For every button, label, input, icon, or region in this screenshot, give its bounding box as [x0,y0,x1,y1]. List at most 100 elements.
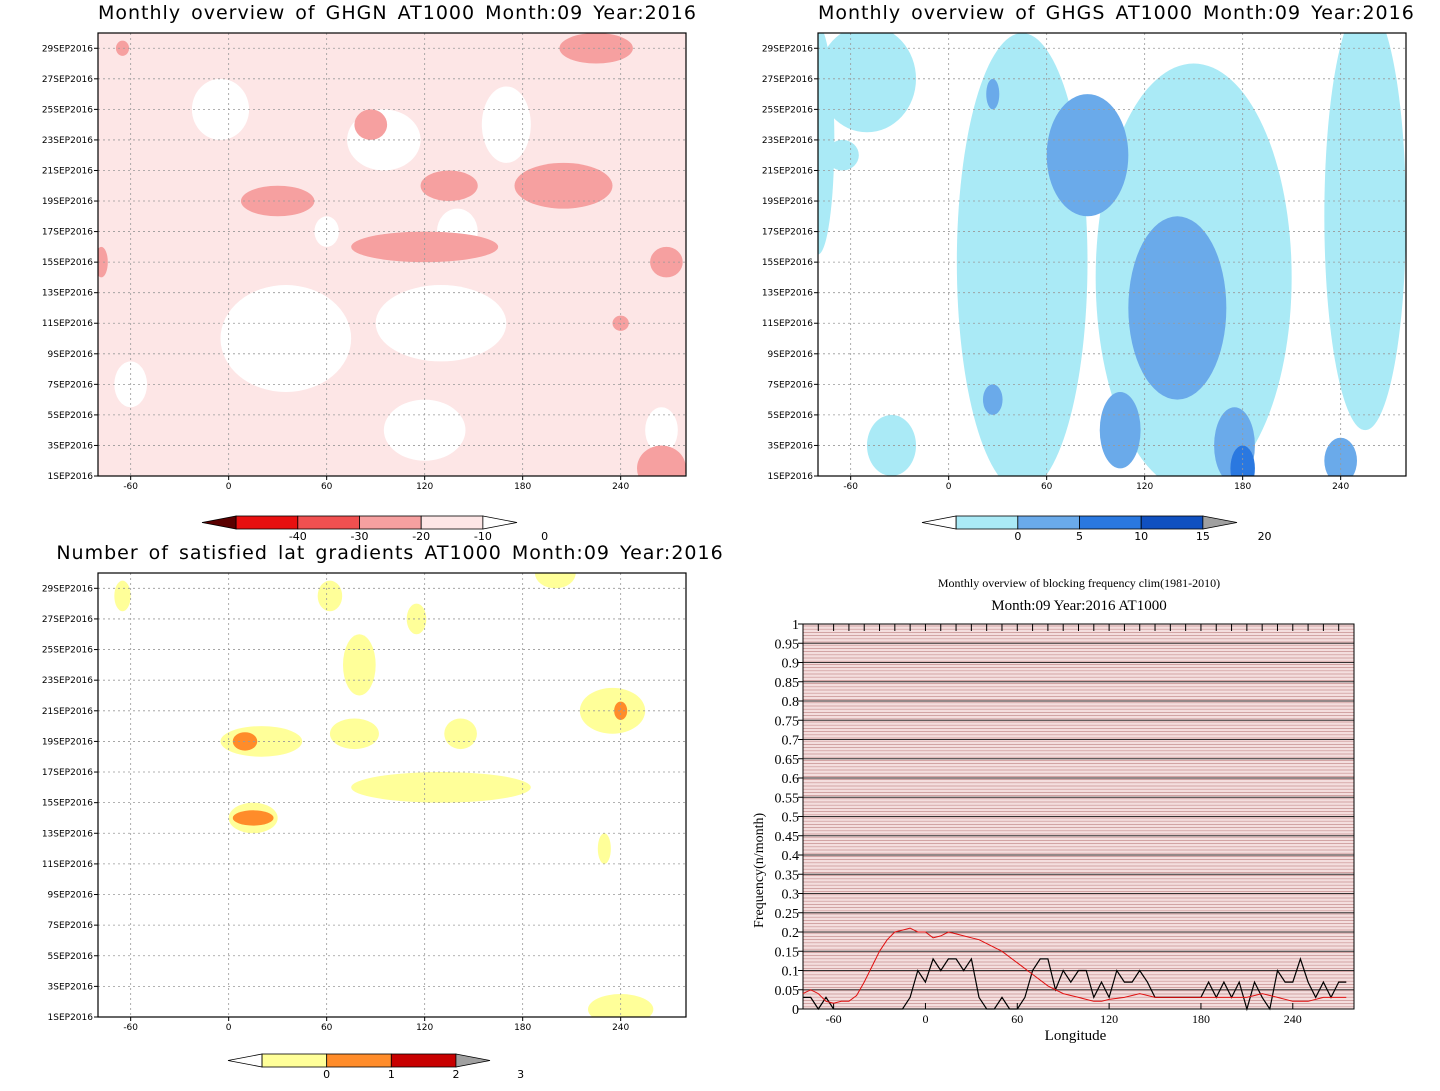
y-tick-label: 0.45 [775,830,800,845]
y-tick-label: 7SEP2016 [48,921,94,931]
y-tick-label: 5SEP2016 [48,411,94,421]
y-tick-label: 23SEP2016 [42,676,93,686]
contour-region-21 [98,246,108,278]
y-tick-label: 21SEP2016 [42,166,93,176]
ghgs-title: Monthly overview of GHGS AT1000 Month:09… [818,2,1415,24]
y-tick-label: 3SEP2016 [768,441,814,451]
y-tick-label: 0.8 [782,695,800,710]
colorbar-box [390,1053,457,1068]
y-tick-label: 19SEP2016 [762,197,813,207]
y-tick-label: 21SEP2016 [42,707,93,717]
contour-region-4 [534,573,576,589]
contour-region-0 [818,33,916,133]
colorbar-box [326,1053,392,1068]
contour-region-15 [614,701,628,720]
colorbar-box [955,515,1019,530]
contour-region-9 [1099,391,1141,469]
colorbar-tick-label: 10 [1134,530,1148,540]
contour-region-8 [579,687,646,734]
y-tick-label: 9SEP2016 [48,891,94,901]
colorbar-tick-label: 0 [541,530,548,540]
y-tick-label: 0.75 [775,714,800,729]
colorbar-high-arrow [1202,515,1238,530]
y-tick-label: 27SEP2016 [42,615,93,625]
y-tick-label: 15SEP2016 [42,799,93,809]
x-tick-label: 180 [1192,1012,1210,1026]
y-tick-label: 13SEP2016 [42,829,93,839]
contour-region-7 [1046,94,1129,217]
x-tick-label: 0 [226,482,232,492]
y-tick-label: 19SEP2016 [42,197,93,207]
x-tick-label: 240 [612,1023,629,1033]
colorbar-tick-label: -10 [474,530,492,540]
colorbar-tick-label: -30 [351,530,369,540]
series-line-black [803,956,1347,1012]
y-tick-label: 17SEP2016 [42,768,93,778]
x-tick-label: 240 [1332,482,1349,492]
y-tick-label: 11SEP2016 [762,319,813,329]
y-tick-label: 13SEP2016 [762,289,813,299]
y-tick-label: 5SEP2016 [48,952,94,962]
y-tick-label: 23SEP2016 [762,136,813,146]
colorbar-box [297,515,360,530]
contour-region-5 [220,285,352,392]
contour-regions [818,33,1406,476]
y-tick-label: 0.25 [775,907,800,922]
y-tick-label: 29SEP2016 [42,44,93,54]
contour-region-3 [343,634,376,696]
plot-frame [97,32,687,477]
colorbar-box [1140,515,1204,530]
y-tick-label: 3SEP2016 [48,982,94,992]
contour-region-2 [406,603,427,635]
y-tick-label: 1SEP2016 [48,472,94,482]
ghgn-heatmap: 1SEP2016 3SEP2016 5SEP2016 7SEP2016 9SEP2016… [42,10,687,540]
y-tick-label: 9SEP2016 [48,350,94,360]
contour-region-0 [191,78,250,140]
gradients-heatmap: 1SEP2016 3SEP2016 5SEP2016 7SEP2016 9SEP2016… [42,572,687,1081]
plot-frame [97,572,687,1018]
contour-region-15 [351,231,499,263]
x-tick-label: 120 [416,1023,433,1033]
y-tick-label: 0.5 [782,811,800,826]
contour-region-5 [867,414,916,476]
y-tick-label: 0.4 [782,849,800,864]
contour-region-3 [1324,33,1406,431]
x-tick-label: 120 [416,482,433,492]
y-tick-label: 0.1 [782,965,800,980]
contour-region-12 [354,109,388,140]
x-tick-label: 180 [1234,482,1251,492]
colorbar-tick-label: 0 [1014,530,1021,540]
x-tick-label: 60 [1041,482,1053,492]
contour-region-20 [261,10,294,25]
y-tick-label: 23SEP2016 [42,136,93,146]
y-tick-label: 15SEP2016 [762,258,813,268]
colorbar-low-arrow [201,515,237,530]
x-tick-label: 240 [1284,1012,1302,1026]
y-tick-label: 0.85 [775,676,800,691]
contour-regions [98,10,686,476]
x-tick-label: -60 [123,1023,138,1033]
blocking-line-chart: 0 0.05 0.1 0.15 0.2 0.25 0.3 0.35 0.4 0.45 0.5 0.55… [752,618,1355,1044]
contour-region-6 [826,139,859,171]
x-tick-label: 180 [514,1023,531,1033]
contour-region-16 [559,33,633,64]
y-tick-label: 0.55 [775,791,800,806]
y-tick-label: 0 [792,1003,799,1018]
colorbar-tick-label: 5 [1076,530,1083,540]
blocking-title: Monthly overview of blocking frequency c… [937,576,1221,590]
y-tick-label: 0.7 [782,734,800,749]
y-tick-label: 0.65 [775,753,800,768]
plot-frame [817,32,1407,477]
contour-region-11 [597,833,611,864]
x-tick-label: 120 [1100,1012,1118,1026]
ghgn-title: Monthly overview of GHGN AT1000 Month:09… [98,2,697,24]
contour-region-11 [240,185,315,217]
colorbar-tick-label: 3 [517,1068,524,1081]
contour-region-14 [514,162,613,209]
contour-region-13 [420,170,478,202]
colorbar-box [420,515,484,530]
x-tick-label: 60 [1011,1012,1023,1026]
contour-region-9 [351,772,531,803]
x-tick-label: 240 [612,482,629,492]
colorbar-tick-label: 1 [388,1068,395,1081]
